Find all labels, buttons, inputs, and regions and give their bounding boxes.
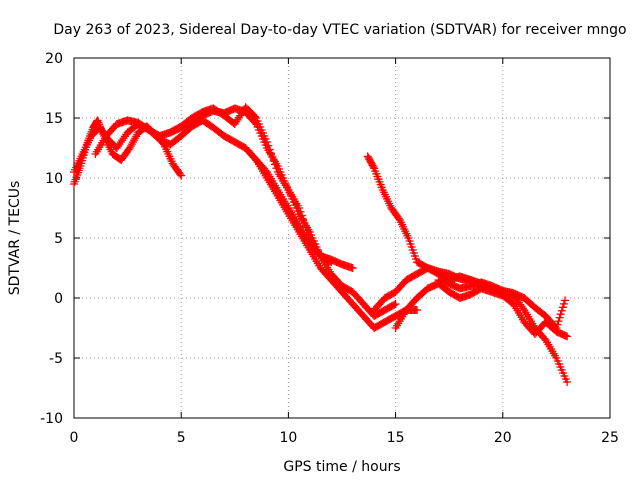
- y-tick-labels: -10 -5 0 5 10 15 20: [40, 51, 63, 427]
- data-point: [556, 310, 565, 319]
- data-points: [70, 103, 572, 386]
- data-point: [552, 324, 561, 332]
- y-tick-label: -10: [40, 411, 63, 427]
- series-arc-9: [434, 276, 569, 332]
- data-point: [563, 378, 572, 386]
- data-point: [272, 164, 281, 173]
- y-tick-label: 10: [45, 171, 63, 187]
- y-tick-label: 20: [45, 51, 63, 67]
- x-axis-label: GPS time / hours: [283, 459, 400, 475]
- data-point: [264, 141, 273, 150]
- series-arc-8: [391, 279, 572, 341]
- data-point: [559, 299, 568, 308]
- data-point: [262, 138, 271, 146]
- chart-title: Day 263 of 2023, Sidereal Day-to-day VTE…: [53, 22, 626, 38]
- data-point: [555, 313, 564, 322]
- data-point: [518, 304, 527, 313]
- x-tick-labels: 0 5 10 15 20 25: [70, 430, 619, 446]
- data-point: [250, 112, 259, 121]
- x-tick-label: 0: [70, 430, 79, 446]
- x-tick-label: 15: [387, 430, 405, 446]
- y-tick-label: 15: [45, 111, 63, 127]
- y-tick-label: 5: [54, 231, 63, 247]
- data-point: [93, 116, 102, 125]
- data-point: [557, 306, 566, 315]
- series-arc-5: [241, 144, 422, 332]
- data-point: [176, 170, 185, 179]
- data-point: [265, 145, 274, 154]
- data-point: [563, 332, 572, 341]
- data-point: [553, 320, 562, 329]
- data-point: [271, 160, 279, 169]
- data-point: [390, 300, 399, 309]
- y-tick-label: 0: [54, 291, 63, 307]
- data-point: [369, 162, 378, 171]
- data-point: [413, 306, 422, 314]
- x-tick-label: 10: [279, 430, 297, 446]
- data-point: [268, 153, 277, 161]
- series-arc-4: [166, 103, 400, 320]
- data-point: [177, 171, 186, 180]
- grid: [74, 58, 610, 418]
- x-tick-label: 25: [601, 430, 619, 446]
- x-tick-label: 5: [177, 430, 186, 446]
- x-tick-label: 20: [494, 430, 512, 446]
- axis-ticks: [73, 57, 611, 419]
- y-axis-label: SDTVAR / TECUs: [7, 181, 23, 296]
- data-point: [348, 264, 357, 272]
- data-point: [266, 149, 275, 158]
- data-point: [269, 156, 278, 165]
- data-point: [554, 317, 563, 326]
- y-tick-label: -5: [49, 351, 63, 367]
- data-point: [560, 296, 569, 305]
- data-point: [391, 300, 400, 308]
- data-point: [558, 303, 567, 312]
